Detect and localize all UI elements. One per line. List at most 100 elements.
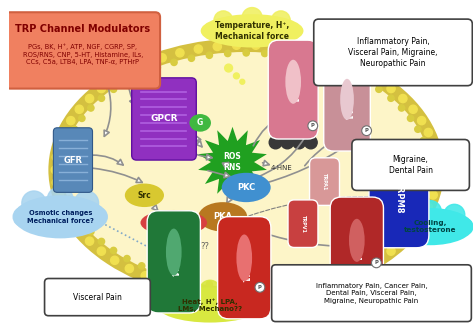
Circle shape — [176, 49, 184, 57]
Circle shape — [60, 203, 68, 211]
Circle shape — [52, 178, 60, 186]
Circle shape — [85, 237, 94, 245]
Text: GPCR: GPCR — [150, 114, 178, 124]
Circle shape — [387, 247, 395, 255]
Circle shape — [408, 115, 414, 122]
Circle shape — [75, 226, 83, 234]
Circle shape — [232, 41, 241, 49]
Circle shape — [315, 274, 321, 280]
Circle shape — [309, 49, 317, 57]
Circle shape — [243, 50, 249, 56]
Circle shape — [88, 207, 107, 226]
Circle shape — [293, 136, 305, 149]
Circle shape — [230, 284, 250, 304]
Circle shape — [110, 247, 117, 254]
Text: P: P — [311, 123, 315, 128]
Ellipse shape — [156, 287, 264, 322]
Text: ROS
RNS: ROS RNS — [224, 152, 241, 172]
Circle shape — [399, 237, 407, 245]
Circle shape — [74, 191, 99, 215]
Circle shape — [432, 153, 440, 161]
Circle shape — [125, 67, 134, 75]
Polygon shape — [198, 127, 267, 197]
Circle shape — [426, 173, 432, 179]
Circle shape — [158, 54, 166, 62]
Circle shape — [60, 161, 66, 167]
FancyBboxPatch shape — [352, 140, 469, 190]
Circle shape — [138, 71, 145, 77]
Circle shape — [214, 11, 233, 30]
Circle shape — [298, 55, 304, 61]
Circle shape — [343, 272, 351, 280]
Circle shape — [97, 84, 106, 93]
Circle shape — [262, 283, 268, 289]
Circle shape — [424, 149, 430, 155]
Ellipse shape — [125, 184, 164, 207]
Circle shape — [204, 23, 219, 38]
FancyBboxPatch shape — [310, 158, 339, 205]
Circle shape — [171, 59, 177, 66]
Text: G: G — [197, 118, 203, 127]
Circle shape — [426, 161, 432, 167]
Circle shape — [280, 52, 286, 58]
Circle shape — [234, 73, 239, 79]
Circle shape — [225, 50, 231, 57]
Ellipse shape — [340, 79, 354, 120]
Circle shape — [424, 203, 432, 211]
Circle shape — [240, 79, 245, 84]
Text: Src: Src — [137, 191, 151, 200]
Circle shape — [213, 42, 221, 51]
Circle shape — [290, 45, 298, 53]
Circle shape — [419, 200, 441, 223]
Circle shape — [362, 256, 369, 262]
Circle shape — [409, 105, 417, 113]
Circle shape — [408, 218, 414, 225]
Ellipse shape — [190, 114, 211, 132]
Circle shape — [376, 86, 382, 92]
Circle shape — [141, 60, 149, 68]
Text: TRPV4: TRPV4 — [169, 246, 178, 277]
Circle shape — [246, 297, 261, 313]
Circle shape — [359, 67, 367, 75]
Circle shape — [225, 64, 233, 72]
Text: Migraine,
Dental Pain: Migraine, Dental Pain — [389, 155, 433, 175]
Circle shape — [213, 289, 221, 297]
Circle shape — [55, 141, 64, 149]
Ellipse shape — [13, 195, 107, 238]
Circle shape — [124, 78, 130, 84]
Circle shape — [252, 290, 260, 299]
Circle shape — [433, 166, 441, 174]
Circle shape — [444, 204, 465, 225]
Circle shape — [298, 278, 304, 285]
Circle shape — [280, 281, 286, 288]
Circle shape — [420, 137, 427, 144]
Circle shape — [271, 42, 279, 51]
Circle shape — [66, 196, 72, 202]
FancyBboxPatch shape — [272, 265, 471, 321]
Circle shape — [88, 229, 94, 235]
Circle shape — [418, 215, 426, 223]
FancyBboxPatch shape — [5, 12, 160, 89]
FancyBboxPatch shape — [268, 40, 318, 139]
Circle shape — [67, 116, 75, 125]
Circle shape — [243, 284, 249, 290]
Text: Visceral Pain: Visceral Pain — [73, 293, 122, 302]
FancyBboxPatch shape — [132, 78, 196, 160]
Circle shape — [399, 229, 405, 235]
Circle shape — [432, 178, 440, 186]
Text: ??: ?? — [201, 242, 210, 251]
Circle shape — [326, 278, 334, 286]
Circle shape — [98, 238, 105, 244]
Circle shape — [52, 153, 60, 161]
Circle shape — [343, 60, 351, 68]
Circle shape — [110, 256, 119, 264]
Circle shape — [194, 287, 202, 295]
Text: Heat, H⁺, LPA,
LMs, Mechano??: Heat, H⁺, LPA, LMs, Mechano?? — [178, 298, 242, 312]
Text: Inflammatory Pain,
Visceral Pain, Migraine,
Neuropathic Pain: Inflammatory Pain, Visceral Pain, Migrai… — [348, 37, 438, 68]
Circle shape — [262, 50, 268, 57]
Ellipse shape — [55, 45, 437, 295]
Circle shape — [55, 191, 64, 199]
Circle shape — [154, 65, 161, 71]
Text: P: P — [258, 285, 262, 290]
Circle shape — [308, 121, 318, 131]
